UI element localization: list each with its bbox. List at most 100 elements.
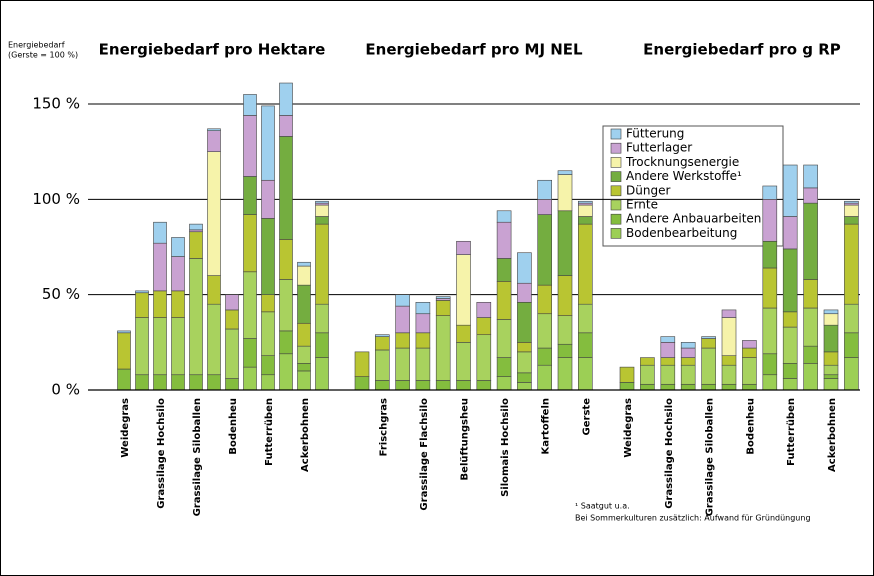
bar-segment xyxy=(297,284,311,324)
bar-segment xyxy=(844,303,859,334)
bar-segment xyxy=(721,309,737,318)
bar-segment xyxy=(619,366,635,383)
bar-segment xyxy=(374,334,390,337)
bar-segment xyxy=(476,317,492,336)
bar-segment xyxy=(243,214,257,273)
bar-segment xyxy=(496,357,512,377)
bar-segment xyxy=(701,336,716,339)
group-title: Energiebedarf pro Hektare xyxy=(99,41,326,59)
legend-label: Dünger xyxy=(626,183,670,197)
bar-segment xyxy=(823,313,839,326)
bar-segment xyxy=(243,366,257,391)
y-tick-label: 150 % xyxy=(32,95,80,113)
bar-segment xyxy=(742,340,757,349)
bar-segment xyxy=(135,290,149,294)
bar-segment xyxy=(297,261,311,267)
x-tick-label: Kartoffeln xyxy=(541,398,552,455)
bar-segment xyxy=(153,317,167,376)
bar-segment xyxy=(762,307,778,355)
bar-segment xyxy=(315,332,329,358)
bar-segment xyxy=(823,374,839,379)
bar-segment xyxy=(762,374,778,391)
bar-segment xyxy=(496,281,512,320)
x-tick-label: Bodenheu xyxy=(228,398,239,455)
bar-segment xyxy=(456,324,471,343)
bar-segment xyxy=(261,311,275,356)
bar-segment xyxy=(279,239,293,280)
bar-segment xyxy=(225,309,239,330)
y-tick-label: 50 % xyxy=(42,285,80,303)
bar-segment xyxy=(577,216,593,225)
bar-segment xyxy=(823,324,839,353)
bar-segment xyxy=(803,164,818,189)
bar-segment xyxy=(640,364,655,385)
bar-segment xyxy=(537,347,553,366)
bar-segment xyxy=(701,347,716,385)
bar-segment xyxy=(207,151,221,276)
bar-segment xyxy=(701,383,716,391)
bar-segment xyxy=(153,374,167,391)
bar-segment xyxy=(415,301,431,315)
bar-segment xyxy=(557,357,573,391)
bar-segment xyxy=(261,218,275,295)
legend-swatch xyxy=(610,228,622,239)
bar-segment xyxy=(297,322,311,347)
bar-segment xyxy=(435,380,451,391)
bar-segment xyxy=(517,342,532,353)
bar-segment xyxy=(721,355,737,366)
x-tick-label: Frischgras xyxy=(378,398,389,456)
bar-segment xyxy=(701,338,716,349)
bar-segment xyxy=(135,292,149,318)
bar-segment xyxy=(279,279,293,332)
bar-segment xyxy=(374,380,390,391)
bar-segment xyxy=(135,374,149,391)
bar-segment xyxy=(844,223,859,305)
bar-segment xyxy=(680,347,696,358)
bar-segment xyxy=(782,363,798,379)
bar-segment xyxy=(742,383,757,391)
bar-segment xyxy=(297,265,311,286)
bar-segment xyxy=(261,294,275,313)
bar-segment xyxy=(640,357,655,366)
bar-segment xyxy=(517,382,532,391)
bar-segment xyxy=(315,303,329,334)
bar-segment xyxy=(721,383,737,391)
bar-segment xyxy=(225,328,239,379)
x-tick-label: Gerste xyxy=(581,398,592,436)
bar-segment xyxy=(207,374,221,391)
legend-swatch xyxy=(610,213,622,225)
legend-label: Ernte xyxy=(626,198,658,212)
bar-segment xyxy=(435,300,451,316)
bar-segment xyxy=(823,364,839,376)
legend-swatch xyxy=(610,171,622,182)
bar-segment xyxy=(476,301,492,318)
x-tick-label: Grassilage Siloballen xyxy=(705,398,716,516)
bar-segment xyxy=(435,315,451,381)
bar-segment xyxy=(680,357,696,366)
x-tick-label: Belüftungsheu xyxy=(460,398,471,480)
bar-segment xyxy=(680,364,696,385)
bar-segment xyxy=(189,258,203,376)
bar-segment xyxy=(517,351,532,374)
bar-segment xyxy=(577,200,593,204)
bar-segment xyxy=(189,374,203,391)
bar-segment xyxy=(117,330,131,334)
bar-segment xyxy=(742,357,757,385)
bar-segment xyxy=(395,294,410,307)
y-axis-note: (Gerste = 100 %) xyxy=(8,51,78,60)
x-tick-label: Silomais Hochsilo xyxy=(500,398,511,497)
bar-segment xyxy=(537,199,553,215)
x-tick-label: Grassilage Hochsilo xyxy=(156,398,167,509)
bar-segment xyxy=(803,307,818,347)
bar-segment xyxy=(660,383,676,391)
legend-swatch xyxy=(610,142,622,154)
bar-segment xyxy=(680,342,696,349)
bar-segment xyxy=(537,284,553,315)
bar-segment xyxy=(117,332,131,370)
x-tick-label: Bodenheu xyxy=(745,398,756,455)
bar-segment xyxy=(315,204,329,217)
bar-segment xyxy=(279,82,293,116)
bar-segment xyxy=(207,128,221,131)
bar-segment xyxy=(577,223,593,305)
bar-segment xyxy=(189,231,203,259)
